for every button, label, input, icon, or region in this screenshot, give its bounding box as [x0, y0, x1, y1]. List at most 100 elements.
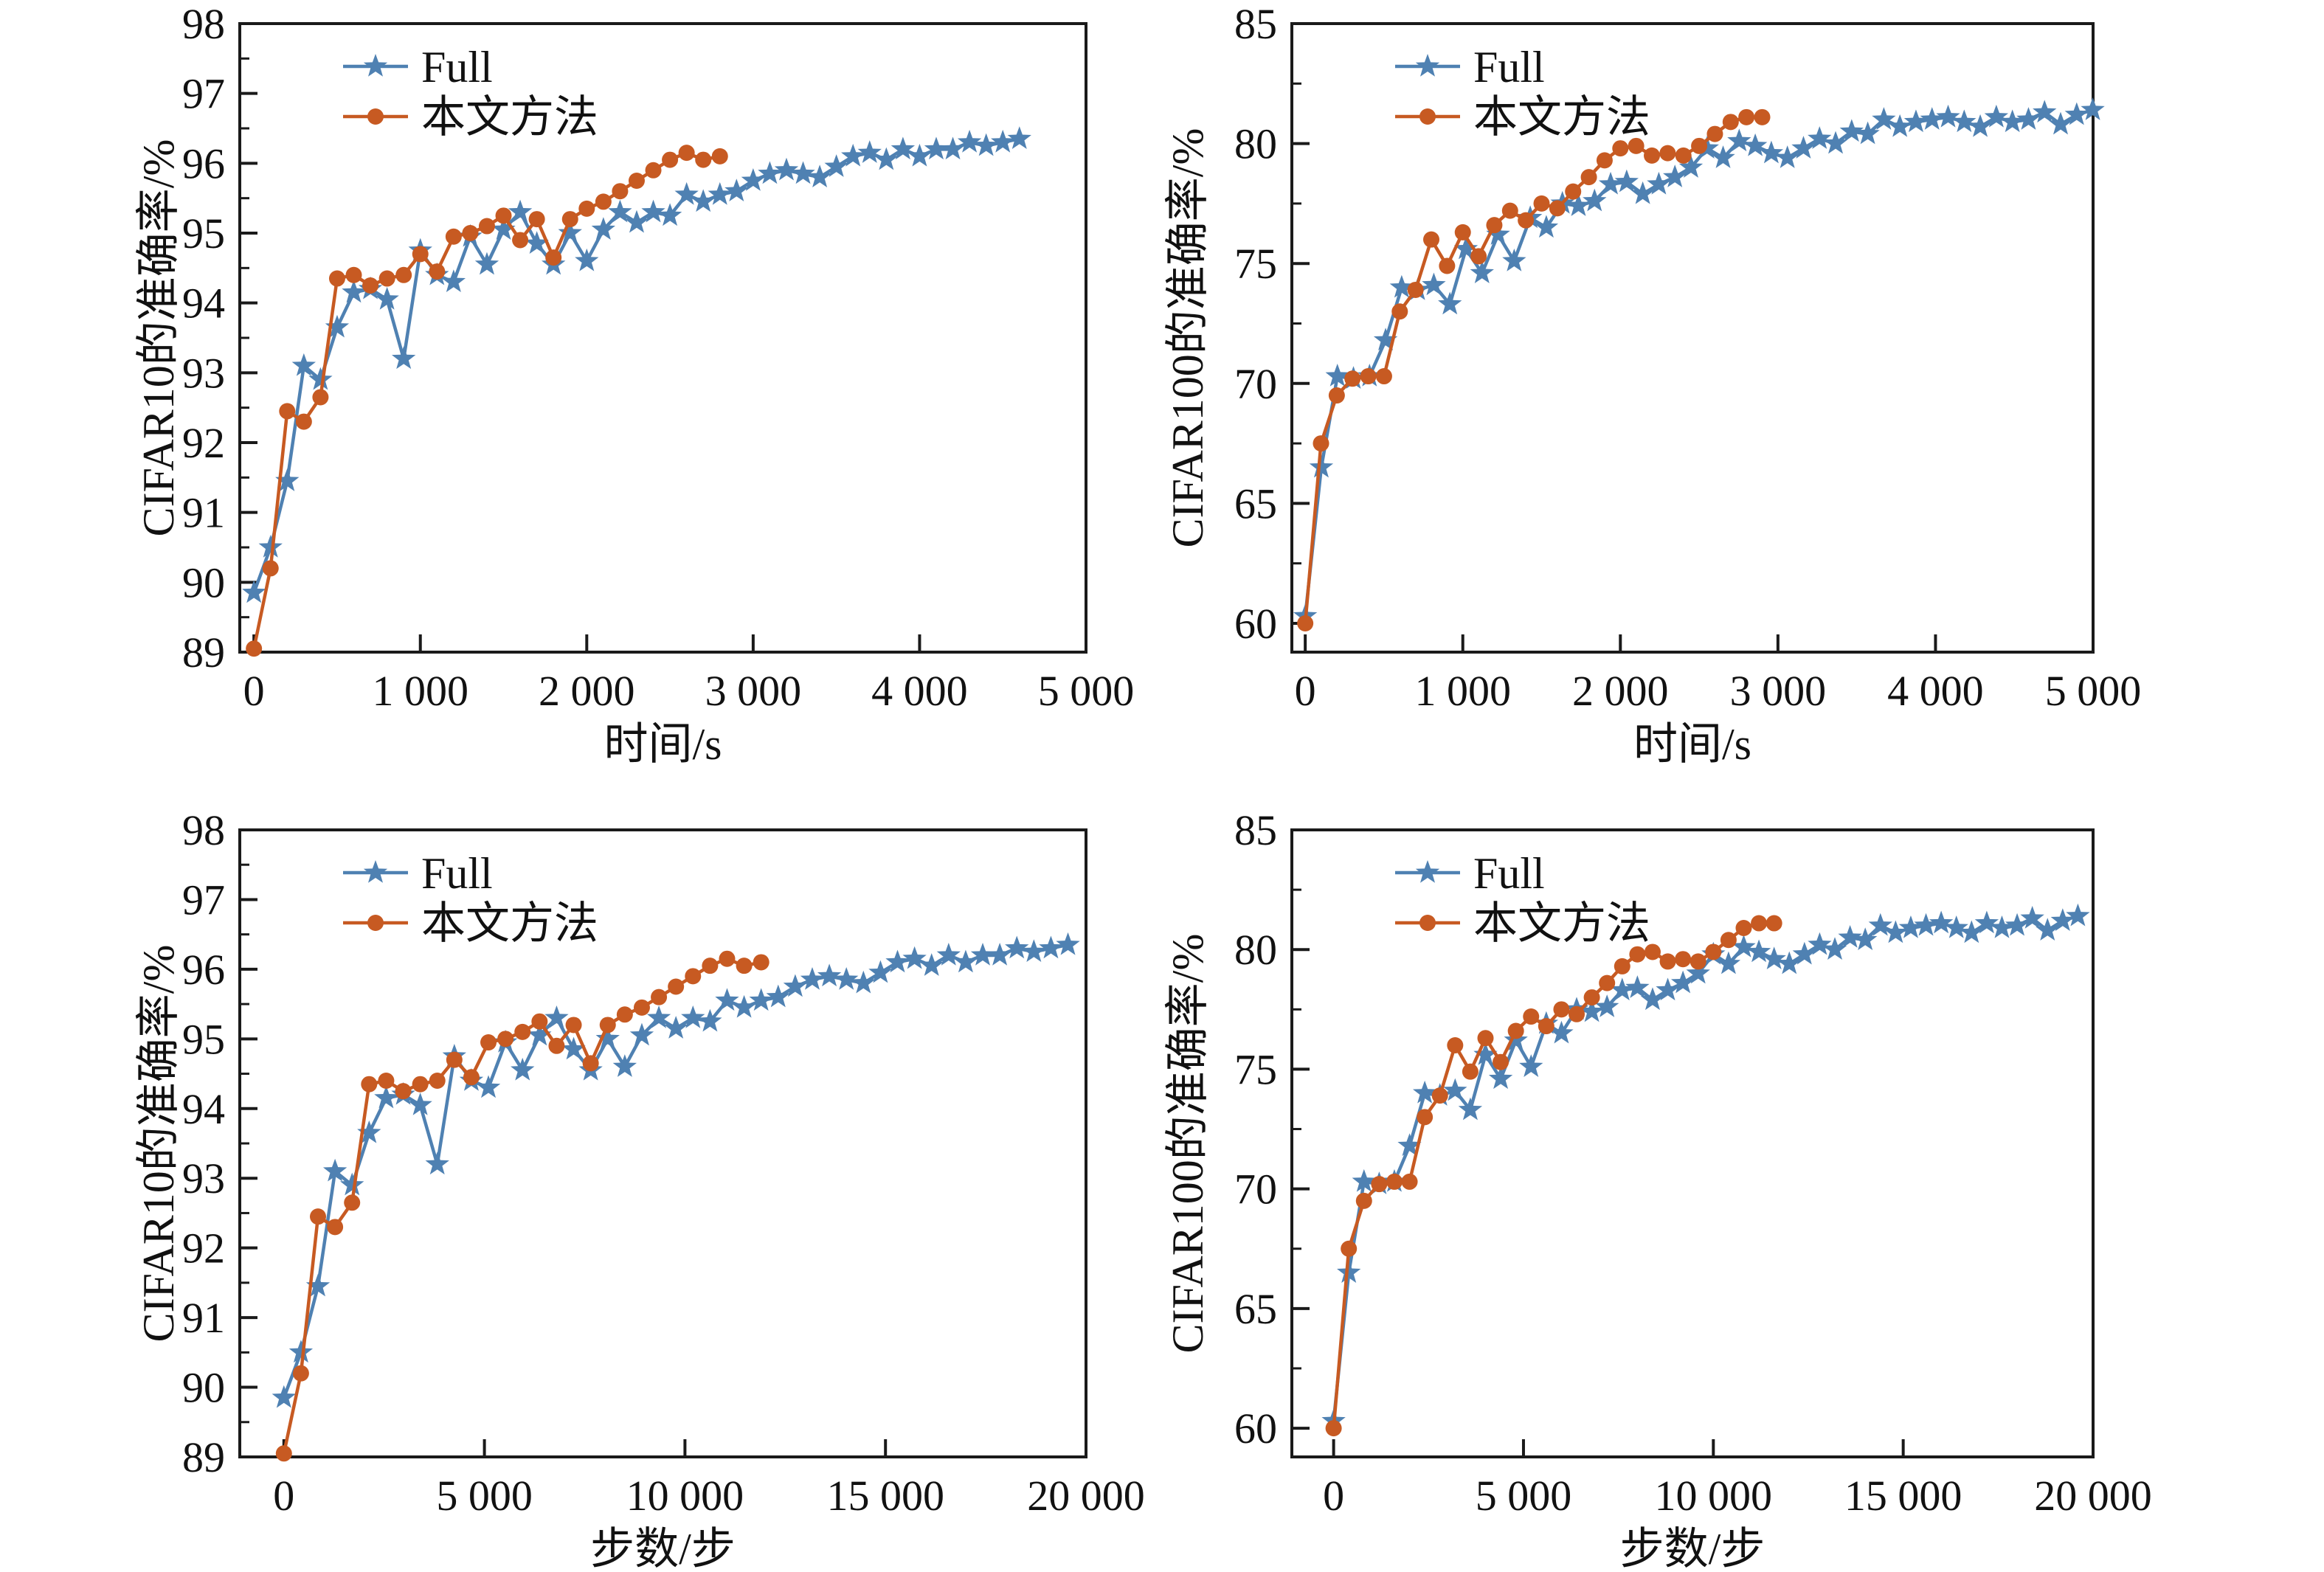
circle-marker: [1612, 140, 1629, 157]
star-marker: [1903, 109, 1929, 133]
circle-marker: [1629, 946, 1646, 963]
star-marker: [1534, 215, 1559, 238]
star-marker: [987, 943, 1012, 966]
y-axis-tick-label: 98: [182, 806, 225, 854]
star-marker: [715, 988, 739, 1011]
star-marker: [474, 252, 499, 275]
star-marker: [708, 181, 732, 205]
x-axis-tick-label: 20 000: [2034, 1472, 2152, 1520]
star-marker: [544, 1005, 569, 1028]
star-marker: [1960, 920, 1984, 943]
circle-marker: [736, 958, 753, 974]
star-marker: [851, 970, 876, 994]
y-axis-label: CIFAR100的准确率/%: [1163, 128, 1212, 548]
star-marker: [2064, 102, 2089, 125]
circle-marker: [1407, 281, 1424, 298]
x-axis-label: 步数/步: [1620, 1525, 1766, 1572]
circle-marker: [1501, 202, 1518, 219]
star-marker: [1868, 913, 1892, 936]
star-marker: [1990, 915, 2014, 938]
x-axis-tick-label: 2 000: [1572, 667, 1669, 715]
legend-item-ours: 本文方法: [1395, 93, 1650, 142]
star-marker: [2020, 906, 2044, 929]
plot-frame: [1290, 828, 2095, 1458]
y-axis-tick-label: 92: [182, 1225, 225, 1273]
star-marker: [766, 984, 790, 1008]
circle-marker: [1553, 1001, 1570, 1018]
star-marker: [1888, 114, 1912, 137]
legend-item-full: Full: [1395, 43, 1545, 91]
series-ours-markers: [275, 950, 770, 1462]
circle-marker: [445, 228, 462, 245]
y-axis-tick-label: 85: [1234, 0, 1277, 48]
star-marker: [1822, 937, 1847, 960]
star-marker: [561, 1036, 586, 1060]
circle-marker: [1580, 169, 1597, 186]
star-marker: [1470, 260, 1494, 283]
star-icon: [1415, 860, 1440, 883]
circle-marker: [711, 148, 728, 165]
star-marker: [1952, 109, 1977, 133]
circle-marker: [362, 277, 379, 294]
circle-icon: [1419, 108, 1436, 125]
x-axis-tick-label: 5 000: [436, 1472, 533, 1520]
star-marker: [1670, 970, 1695, 994]
star-marker: [991, 129, 1015, 153]
circle-marker: [633, 999, 650, 1016]
star-marker: [1823, 131, 1848, 154]
star-marker: [1325, 364, 1349, 387]
star-marker: [2016, 107, 2041, 130]
y-axis-tick-label: 65: [1234, 479, 1277, 527]
star-marker: [919, 953, 944, 976]
star-marker: [817, 963, 842, 987]
circle-marker: [595, 193, 612, 210]
star-marker: [1920, 107, 1944, 130]
star-marker: [1566, 193, 1591, 216]
y-axis-tick-label: 97: [182, 70, 225, 118]
star-marker: [342, 280, 366, 303]
star-marker: [2033, 100, 2057, 123]
star-marker: [1791, 136, 1816, 159]
star-marker: [2000, 109, 2024, 133]
star-marker: [1929, 910, 1954, 934]
circle-marker: [295, 413, 312, 430]
circle-marker: [1675, 951, 1692, 968]
star-marker: [1884, 920, 1908, 943]
circle-marker: [612, 183, 629, 200]
plot-frame: [1290, 22, 2095, 654]
series-full-markers: [1321, 903, 2090, 1432]
star-marker: [791, 161, 815, 184]
circle-marker: [1644, 147, 1661, 164]
circle-marker: [1462, 1063, 1479, 1080]
circle-marker: [645, 162, 662, 179]
circle-marker: [1355, 1192, 1372, 1209]
circle-marker: [1596, 152, 1613, 169]
star-marker: [511, 1057, 535, 1081]
circle-marker: [1735, 920, 1752, 937]
star-marker: [1473, 1042, 1498, 1065]
circle-marker: [1423, 231, 1440, 248]
star-marker: [491, 217, 516, 240]
star-marker: [907, 143, 932, 167]
y-axis-tick-label: 90: [182, 558, 225, 606]
star-marker: [1839, 119, 1864, 142]
star-marker: [629, 1022, 654, 1046]
series-full-markers: [272, 932, 1080, 1408]
circle-marker: [1470, 248, 1487, 265]
star-marker: [1443, 1078, 1467, 1101]
chart-cifar10-steps: 0 5 000 10 000 15 000 20 000 89 90 91 92 93 94 95 96…: [0, 786, 1162, 1572]
circle-marker: [446, 1051, 463, 1068]
x-axis-tick-label: 15 000: [826, 1472, 944, 1520]
star-marker: [1309, 454, 1334, 478]
star-marker: [1838, 924, 1862, 948]
legend-item-full: Full: [1395, 849, 1545, 898]
series-full-markers: [1293, 97, 2105, 626]
star-marker: [868, 960, 893, 983]
star-marker: [392, 346, 416, 370]
y-axis-tick-label: 94: [182, 1085, 225, 1133]
star-marker: [272, 1385, 296, 1408]
star-marker: [1005, 935, 1029, 959]
legend-item-ours: 本文方法: [343, 899, 598, 948]
star-marker: [2066, 903, 2090, 927]
y-axis-label: CIFAR10的准确率/%: [134, 139, 183, 537]
